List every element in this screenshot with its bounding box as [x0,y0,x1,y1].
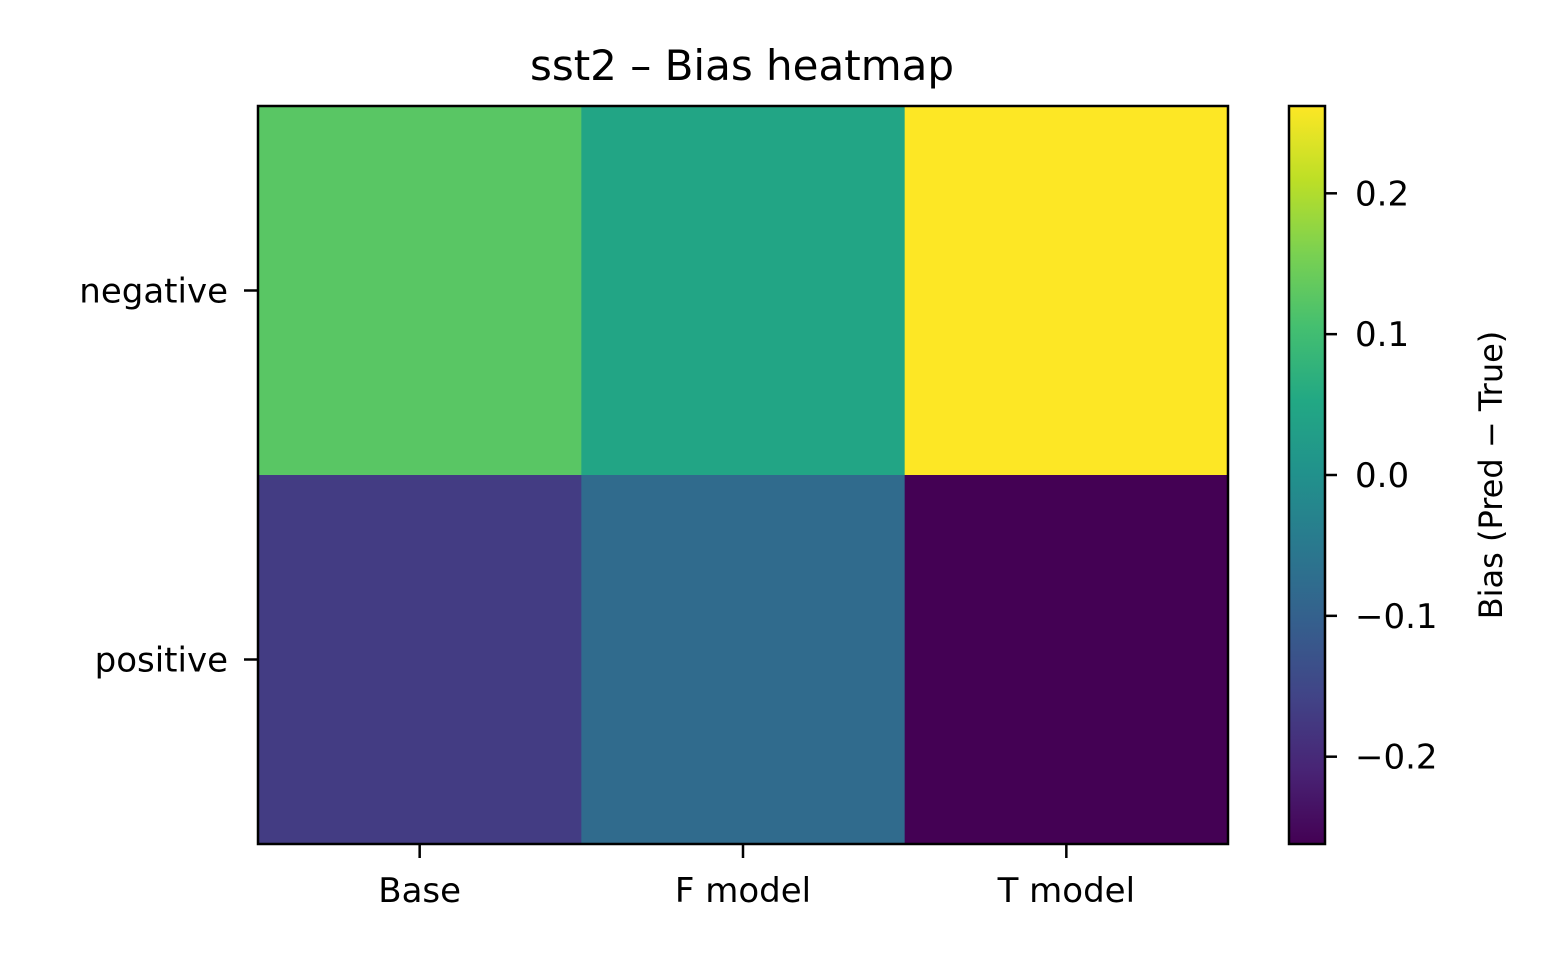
heatmap-cells [258,106,1229,845]
x-axis: Base F model T model [378,844,1135,911]
y-tick-label: negative [79,272,228,312]
heatmap-cell [904,475,1229,845]
heatmap-cell [581,475,906,845]
heatmap-cell [258,475,582,845]
y-tick-label: positive [95,641,228,681]
y-axis: negative positive [79,272,258,681]
x-tick-label: Base [378,871,461,911]
colorbar-label: Bias (Pred − True) [1472,331,1510,620]
colorbar-gradient [1287,104,1327,846]
x-tick-label: F model [675,871,811,911]
chart-title: sst2 – Bias heatmap [530,41,954,90]
colorbar-tick-label: −0.2 [1355,738,1438,778]
heatmap-cell [581,106,906,476]
colorbar-ticks: −0.2 −0.1 0.0 0.1 0.2 [1325,174,1438,778]
heatmap-cell [258,106,582,476]
colorbar-tick-label: 0.2 [1355,174,1409,214]
heatmap-cell [904,106,1229,476]
colorbar: −0.2 −0.1 0.0 0.1 0.2 Bias (Pred − True) [1287,104,1510,846]
colorbar-tick-label: 0.1 [1355,315,1409,355]
colorbar-tick-label: −0.1 [1355,597,1438,637]
colorbar-tick-label: 0.0 [1355,456,1409,496]
x-tick-label: T model [997,871,1135,911]
